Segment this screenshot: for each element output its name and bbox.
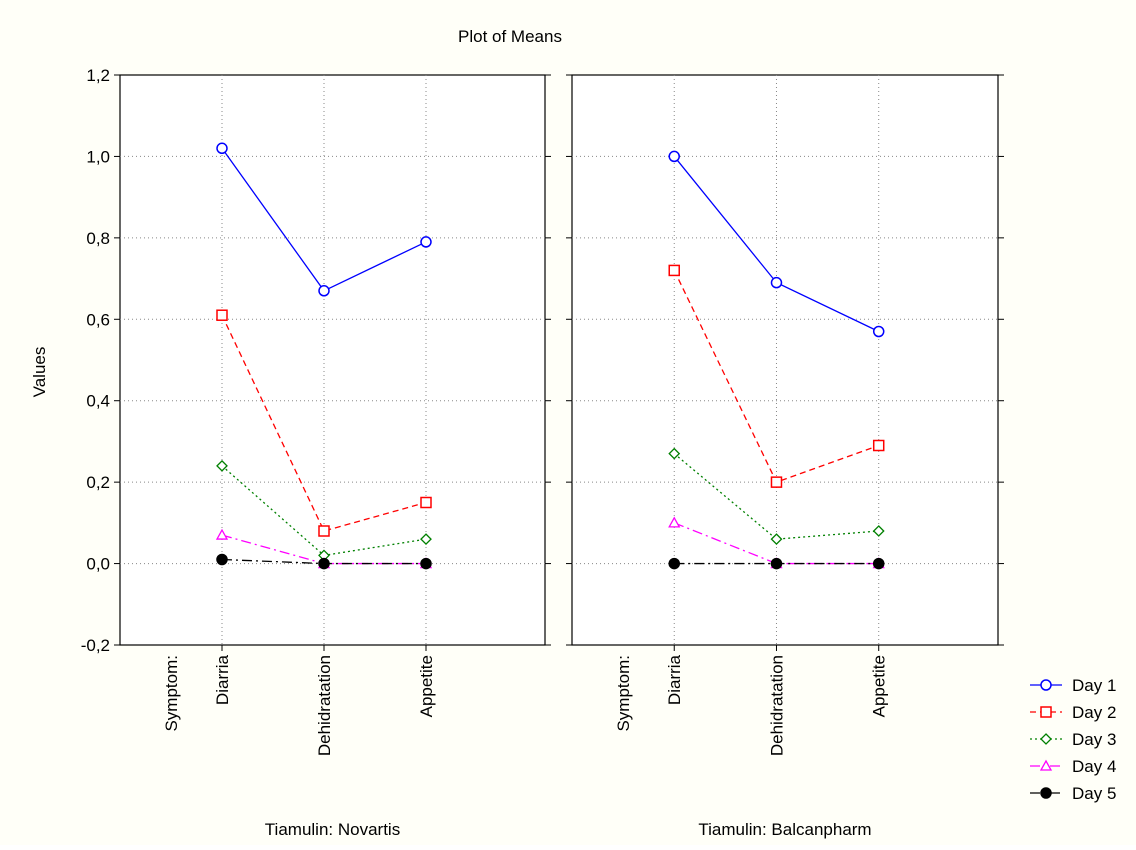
plot-area-frame [571,74,999,646]
x-category-label: Appetite [417,655,436,717]
data-point [770,476,783,488]
x-category-label: Dehidratation [767,655,786,756]
data-point [668,150,680,163]
data-point [318,285,330,297]
data-point [420,236,432,248]
y-tick-label: 0,8 [86,229,110,248]
panel-1: -0,2 0,0 0,2 0,4 0,6 0,8 1,0 1,2 Diarria Dehidrat… [81,66,551,839]
series-5 [668,557,885,570]
legend-item-5: Day 5 [1030,784,1116,803]
legend-marker [1040,733,1052,745]
data-point [770,557,783,570]
x-category-label: Dehidratation [315,655,334,756]
x-category-label: Diarria [213,654,232,705]
legend-label: Day 3 [1072,730,1116,749]
series-1 [216,142,432,297]
data-point [872,525,885,537]
data-point [668,447,681,460]
y-tick-label: 0,6 [86,310,110,329]
chart-title: Plot of Means [458,27,562,46]
data-point [216,142,228,155]
x-category-label: Diarria [665,654,684,705]
data-point [215,528,229,540]
y-axis-label: Values [30,347,49,398]
x-category-label: Appetite [870,655,889,717]
data-point [770,276,783,289]
panel-title: Tiamulin: Balcanpharm [698,820,871,839]
data-point [216,309,228,321]
series-2 [216,309,432,537]
data-point [318,525,330,537]
legend-label: Day 2 [1072,703,1116,722]
series-2 [668,264,885,488]
legend-marker [1040,706,1052,718]
y-tick-label: 1,0 [86,147,110,166]
panel-2: Diarria Dehidratation Appetite Symptom: Tiam… [566,74,1004,839]
data-point [872,439,885,452]
series-1 [668,150,885,338]
data-point [318,557,330,570]
series-line [673,453,879,540]
y-tick-label: -0,2 [81,636,110,655]
chart-panels: -0,2 0,0 0,2 0,4 0,6 0,8 1,0 1,2 Diarria Dehidrat… [81,66,1004,839]
legend: Day 1 Day 2 Day 3 Day 4 Day 5 [1030,676,1116,803]
legend-marker [1040,787,1052,799]
data-point [420,533,432,546]
data-point [420,557,432,570]
data-point [872,557,885,570]
series-3 [668,447,885,546]
legend-item-3: Day 3 [1030,730,1116,749]
legend-marker [1039,759,1053,771]
legend-label: Day 1 [1072,676,1116,695]
data-point [668,557,680,570]
x-factor-label: Symptom: [162,655,181,732]
legend-item-1: Day 1 [1030,676,1116,695]
y-tick-label: 0,0 [86,555,110,574]
legend-label: Day 5 [1072,784,1116,803]
y-tick-label: 0,2 [86,473,110,492]
y-tick-label: 1,2 [86,66,110,85]
data-point [420,496,432,509]
plot-area-frame [119,74,546,646]
data-point [770,533,783,546]
data-point [872,325,885,338]
legend-item-4: Day 4 [1030,757,1116,776]
series-5 [216,553,432,570]
data-point [668,264,680,277]
legend-label: Day 4 [1072,757,1116,776]
legend-item-2: Day 2 [1030,703,1116,722]
legend-marker [1040,679,1052,691]
panel-title: Tiamulin: Novartis [265,820,400,839]
data-point [216,459,228,472]
y-tick-label: 0,4 [86,392,110,411]
series-3 [216,459,432,562]
x-factor-label: Symptom: [614,655,633,732]
data-point [668,516,681,528]
data-point [216,553,228,566]
